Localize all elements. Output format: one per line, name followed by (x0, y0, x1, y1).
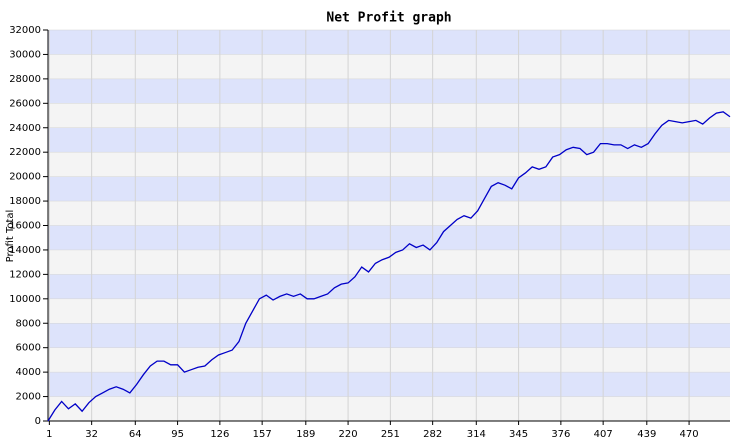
x-tick-label: 282 (423, 429, 442, 440)
y-tick-label: 22000 (9, 147, 41, 158)
x-tick-label: 220 (339, 429, 358, 440)
y-tick-label: 14000 (9, 245, 41, 256)
y-tick-label: 8000 (16, 318, 41, 329)
x-tick-label: 95 (171, 429, 184, 440)
grid-band (48, 152, 730, 177)
grid-band (48, 372, 730, 397)
y-tick-label: 18000 (9, 196, 41, 207)
y-axis-label: Profit Total (5, 210, 16, 263)
y-tick-label: 10000 (9, 294, 41, 305)
grid-band (48, 274, 730, 299)
grid-band (48, 176, 730, 202)
x-tick-label: 1 (46, 429, 52, 440)
x-tick-label: 314 (467, 429, 486, 440)
y-tick-label: 32000 (9, 25, 41, 36)
grid-band (48, 78, 730, 104)
y-tick-label: 4000 (16, 367, 41, 378)
grid-band (48, 54, 730, 79)
grid-band (48, 323, 730, 348)
x-tick-label: 189 (296, 429, 315, 440)
y-tick-label: 28000 (9, 74, 41, 85)
grid-band (48, 127, 730, 153)
y-tick-label: 30000 (9, 49, 41, 60)
y-tick-label: 0 (35, 416, 41, 427)
grid-band (48, 225, 730, 250)
x-tick-label: 251 (381, 429, 400, 440)
y-tick-label: 20000 (9, 172, 41, 183)
grid-band (48, 103, 730, 128)
grid-band (48, 30, 730, 55)
data-line (47, 111, 731, 422)
x-tick-label: 407 (594, 429, 613, 440)
x-tick-label: 470 (680, 429, 699, 440)
y-tick-label: 16000 (9, 221, 41, 232)
x-tick-label: 439 (637, 429, 656, 440)
x-tick-label: 376 (551, 429, 570, 440)
y-tick-label: 24000 (9, 123, 41, 134)
x-tick-label: 345 (509, 429, 528, 440)
grid-band (48, 249, 730, 275)
y-tick-label: 6000 (16, 343, 41, 354)
x-tick-label: 157 (253, 429, 272, 440)
x-tick-label: 32 (85, 429, 98, 440)
grid-band (48, 298, 730, 324)
grid-band (48, 396, 730, 421)
grid-band (48, 347, 730, 373)
x-tick-label: 126 (210, 429, 229, 440)
chart-title: Net Profit graph (326, 11, 451, 26)
grid-band (48, 201, 730, 226)
y-tick-label: 2000 (16, 392, 41, 403)
x-tick-label: 64 (129, 429, 142, 440)
y-tick-label: 26000 (9, 98, 41, 109)
y-tick-label: 12000 (9, 269, 41, 280)
